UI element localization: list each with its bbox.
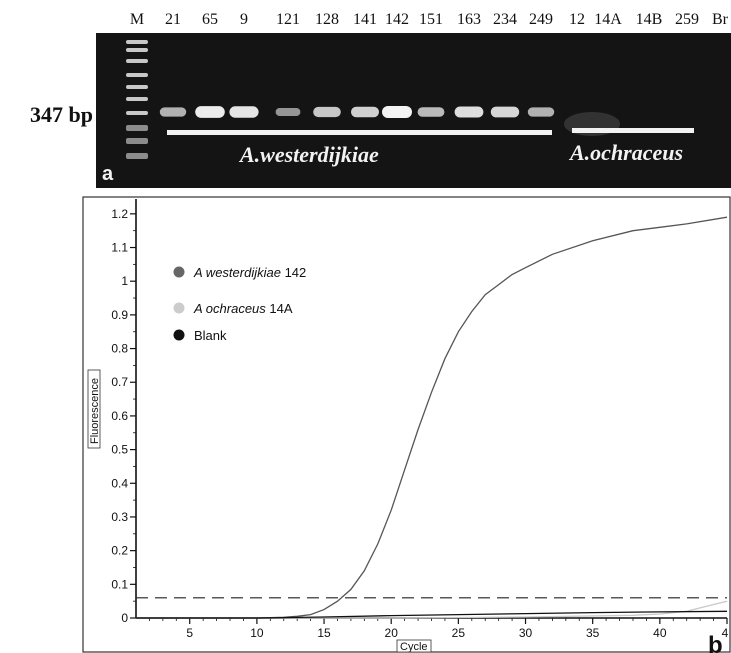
ladder-band [126,85,148,89]
ladder-band [126,40,148,44]
lane-label: Br [712,11,729,28]
y-tick-label: 1.2 [111,207,128,221]
sample-band [229,106,259,118]
westerdijkiae-group-bar [167,130,552,135]
x-tick-label: 30 [519,626,533,640]
sample-band [351,106,379,118]
lane-label: 142 [385,11,409,28]
legend-marker-westerdijkiae [173,266,185,278]
westerdijkiae-group-label: A.westerdijkiae [238,142,379,167]
y-tick-label: 0.9 [111,308,128,322]
x-tick-label: 40 [653,626,667,640]
x-tick-label: 4 [722,626,729,640]
x-tick-label: 25 [452,626,466,640]
legend-strain-ochraceus: 14A [269,301,292,316]
band-size-label: 347 bp [30,102,93,127]
ladder-band [126,111,148,115]
y-tick-label: 0.8 [111,342,128,356]
legend-strain-westerdijkiae: 142 [285,265,307,280]
dna-ladder-bands [126,40,148,159]
lane-label: 14B [636,11,663,28]
y-tick-label: 0.5 [111,443,128,457]
panel-letter-a: a [102,163,114,185]
x-axis-title-text: Cycle [400,641,428,653]
amplification-curves [136,216,728,619]
y-tick-label: 0.3 [111,510,128,524]
ladder-band [126,153,148,159]
x-tick-label: 15 [317,626,331,640]
x-tick-label: 5 [186,626,193,640]
lane-label: 234 [493,11,517,28]
panel-letter-b: b [708,632,723,653]
ladder-band [126,125,148,131]
lane-label: 121 [276,11,300,28]
lane-label: 12 [569,11,585,28]
gel-electrophoresis-panel: M 21 65 9 121 128 141 142 151 163 234 249 12 14A 14B 25… [30,11,731,188]
y-tick-label: 1 [121,274,128,288]
y-axis: 0 0.1 0.2 0.3 0.4 0.5 0.6 0.7 0.8 0.9 1 1.1 1.2 [111,199,137,625]
ochraceus-group-label: A.ochraceus [568,140,683,165]
lane-label: 259 [675,11,699,28]
series-line [136,216,728,619]
sample-band [490,106,520,118]
legend-label-blank: Blank [194,328,227,343]
ladder-band [126,138,148,144]
lane-label: 151 [419,11,443,28]
lane-label: 65 [202,11,218,28]
lane-label: 14A [594,11,622,28]
x-tick-label: 20 [385,626,399,640]
series-line [136,600,728,619]
y-tick-label: 1.1 [111,241,128,255]
legend-species-ochraceus: A ochraceus [193,301,266,316]
sample-band [275,107,301,117]
lane-label: 9 [240,11,248,28]
lane-label: 249 [529,11,553,28]
legend-marker-ochraceus [173,302,185,314]
legend-item-ochraceus: A ochraceus 14A [173,301,293,316]
lane-label: 128 [315,11,339,28]
x-tick-label: 10 [250,626,264,640]
series-line [136,610,728,619]
sample-band [159,107,187,117]
svg-text:A westerdijkiae 142: A westerdijkiae 142 [193,265,306,280]
lane-label: M [130,11,144,28]
y-tick-label: 0.6 [111,409,128,423]
plot-frame [82,196,731,653]
y-axis-title: Fluorescence [87,369,101,449]
x-tick-label: 35 [586,626,600,640]
ladder-band [126,48,148,52]
legend: A westerdijkiae 142 A ochraceus 14A Blan… [173,265,306,343]
legend-marker-blank [173,329,185,341]
y-tick-label: 0.2 [111,544,128,558]
y-tick-label: 0.4 [111,476,128,490]
amplification-plot-panel: 0 0.1 0.2 0.3 0.4 0.5 0.6 0.7 0.8 0.9 1 1.1 1.2 5 10 1… [82,196,731,653]
y-tick-label: 0.7 [111,375,128,389]
lane-label: 163 [457,11,481,28]
legend-item-westerdijkiae: A westerdijkiae 142 [173,265,306,280]
gel-lane-labels: M 21 65 9 121 128 141 142 151 163 234 249 12 14A 14B 25… [130,11,729,28]
y-tick-label: 0.1 [111,577,128,591]
ladder-band [126,73,148,77]
lane-label: 141 [353,11,377,28]
legend-item-blank: Blank [173,328,227,343]
sample-band [454,106,484,118]
sample-band [382,106,412,118]
legend-species-westerdijkiae: A westerdijkiae [193,265,281,280]
sample-band [527,107,555,117]
lane-label: 21 [165,11,181,28]
svg-text:A ochraceus 14A: A ochraceus 14A [193,301,293,316]
sample-band [313,106,341,118]
sample-band [417,107,445,117]
y-axis-title-text: Fluorescence [89,378,101,444]
y-tick-label: 0 [121,611,128,625]
ladder-band [126,59,148,63]
ladder-band [126,97,148,101]
x-axis-title: Cycle [396,639,432,653]
sample-band [195,106,225,118]
ochraceus-group-bar [572,128,694,133]
